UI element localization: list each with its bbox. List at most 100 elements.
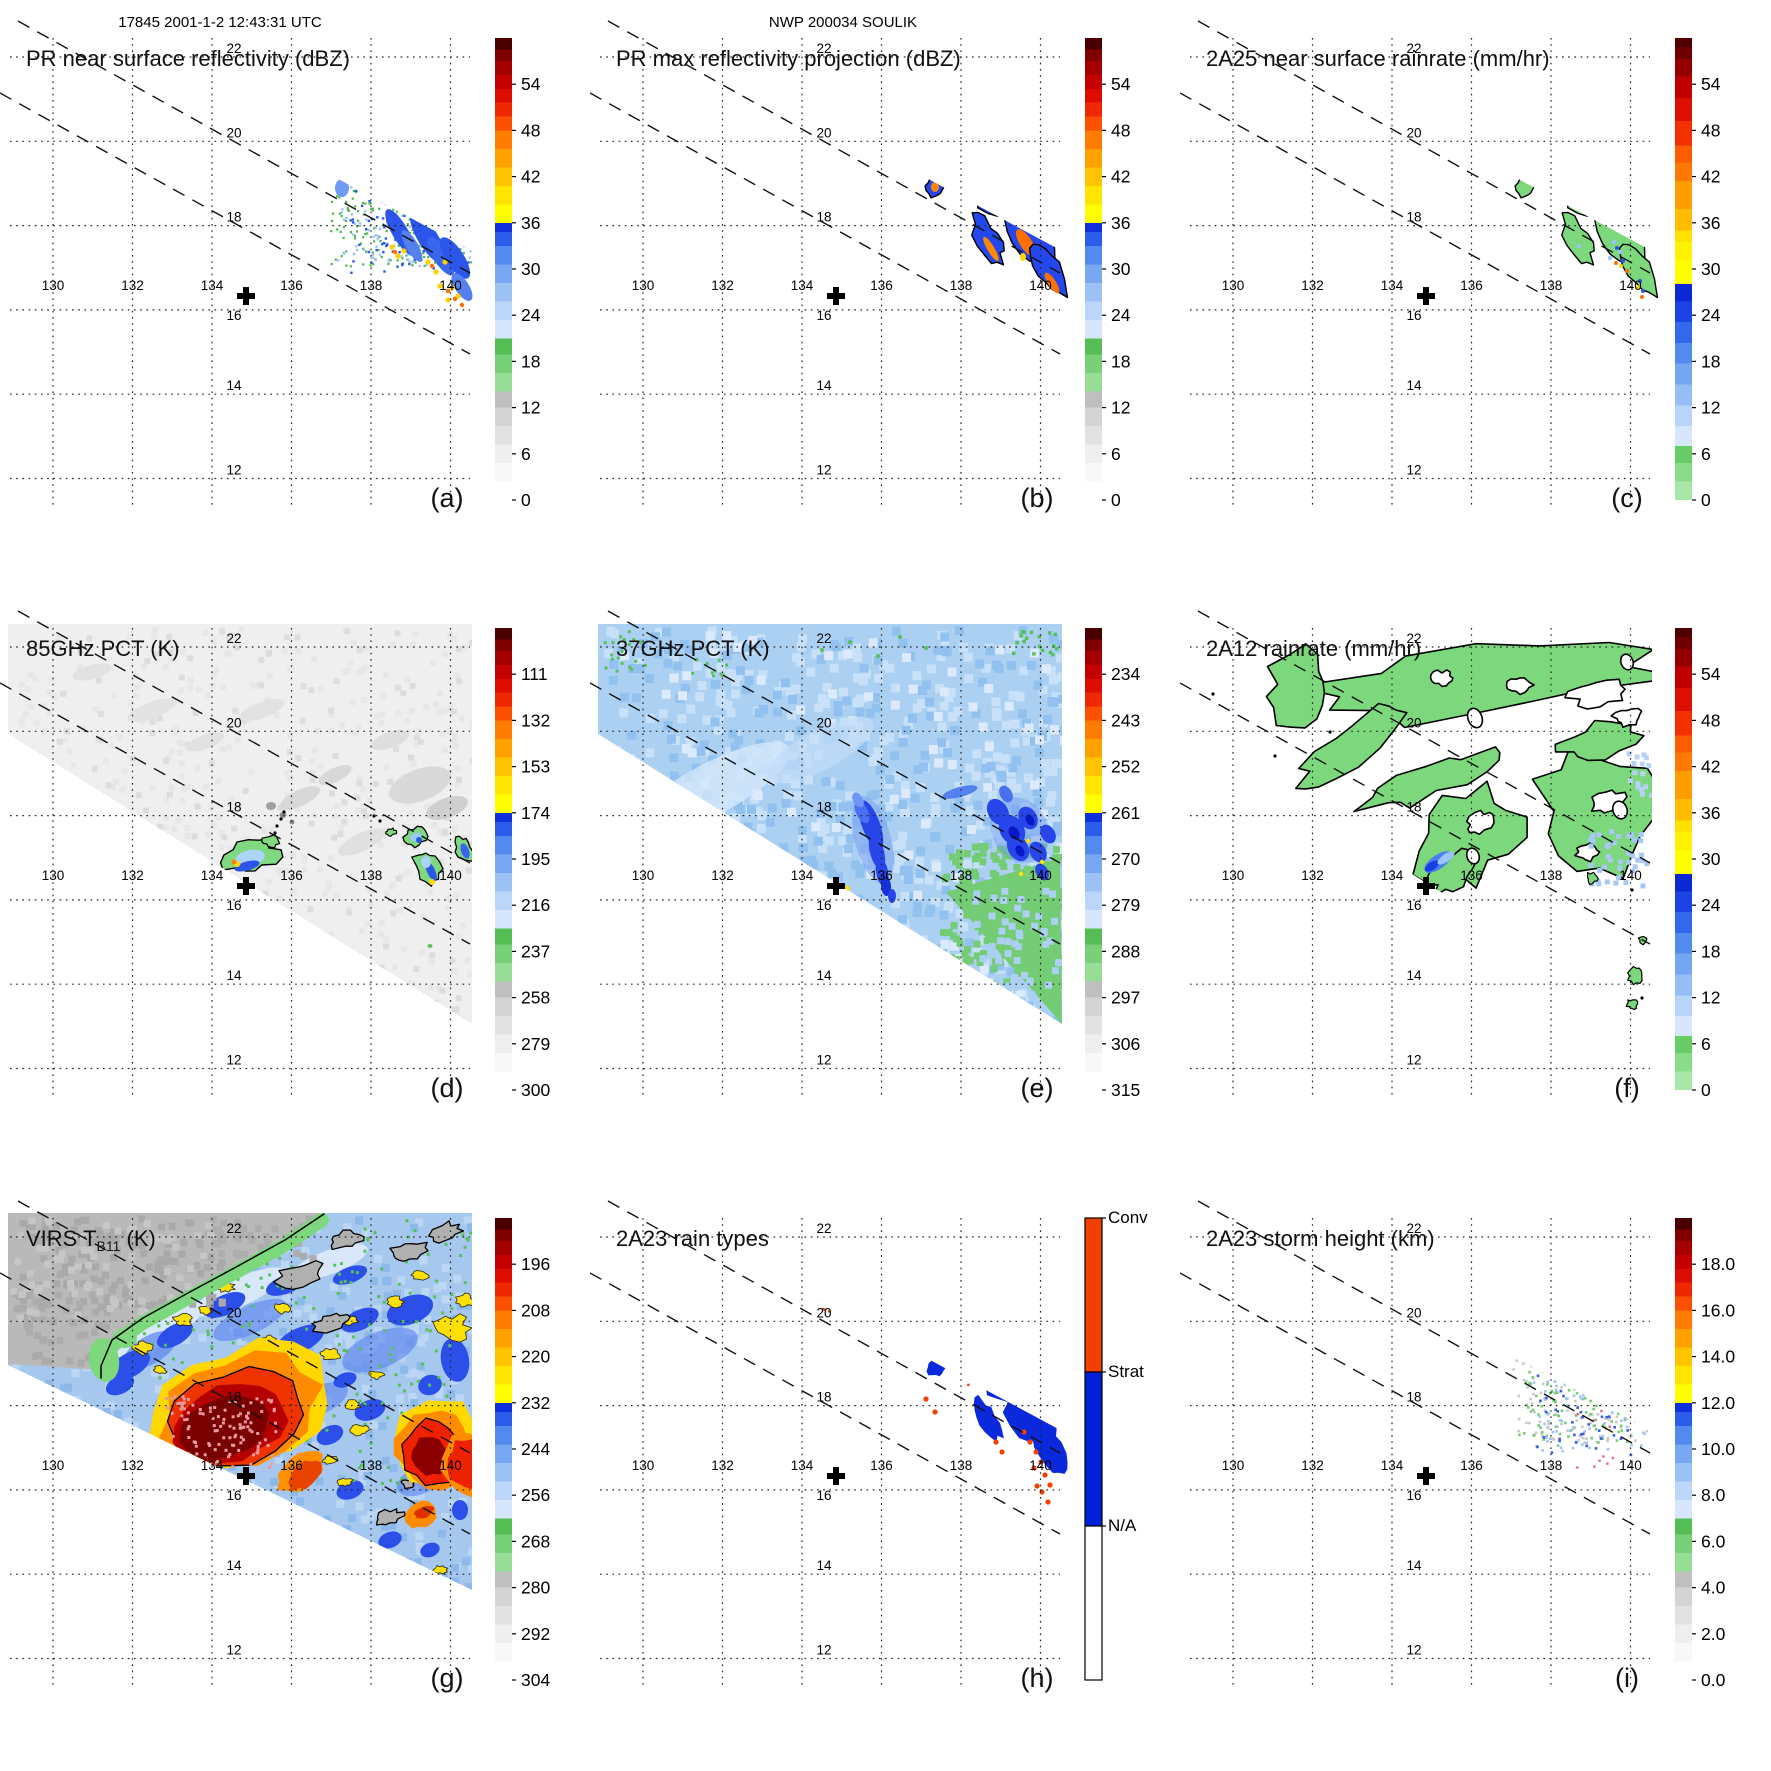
speckle <box>346 909 353 916</box>
speckle <box>351 639 358 646</box>
speckle <box>97 1277 105 1285</box>
speckle <box>669 816 679 826</box>
speckle <box>884 802 894 812</box>
speckle <box>709 648 719 658</box>
speckle <box>835 923 845 933</box>
map-feature <box>923 1396 929 1402</box>
speckle <box>841 960 851 970</box>
speckle <box>717 855 727 865</box>
speckle <box>410 1322 419 1331</box>
speckle <box>790 779 800 788</box>
speckle <box>256 1432 260 1435</box>
speckle <box>632 857 641 866</box>
speckle <box>33 803 40 810</box>
speckle <box>386 243 389 246</box>
speckle <box>309 769 316 776</box>
speckle <box>358 1399 362 1403</box>
speckle <box>82 1217 90 1224</box>
speckle <box>1588 843 1594 849</box>
speckle <box>448 200 451 203</box>
speckle <box>389 1464 398 1473</box>
speckle <box>1584 1337 1587 1341</box>
speckle <box>423 148 426 151</box>
colorbar-tick-label: Conv <box>1108 1208 1148 1227</box>
speckle <box>330 230 333 233</box>
lat-label: 20 <box>816 1305 831 1320</box>
speckle <box>240 718 247 725</box>
map-feature <box>880 876 892 896</box>
speckle <box>184 1282 192 1290</box>
speckle <box>470 152 474 156</box>
speckle <box>194 1522 203 1531</box>
speckle <box>615 1010 625 1020</box>
speckle <box>138 1297 146 1305</box>
speckle <box>417 217 420 220</box>
speckle <box>340 255 343 258</box>
speckle <box>995 961 1005 971</box>
speckle <box>41 1244 49 1252</box>
speckle <box>164 1268 172 1276</box>
speckle <box>814 1017 824 1024</box>
speckle <box>990 852 998 860</box>
speckle <box>61 737 68 744</box>
speckle <box>81 1454 90 1463</box>
speckle <box>381 1401 385 1405</box>
speckle <box>97 1303 105 1311</box>
speckle <box>349 265 352 268</box>
speckle <box>192 709 199 716</box>
speckle <box>24 996 31 1003</box>
speckle <box>256 1451 260 1455</box>
speckle <box>311 127 314 130</box>
speckle <box>798 843 808 852</box>
speckle <box>169 1451 173 1455</box>
speckle <box>207 1253 215 1261</box>
speckle <box>316 128 319 131</box>
speckle <box>80 1232 87 1240</box>
speckle <box>955 909 965 918</box>
speckle <box>694 1001 704 1011</box>
speckle <box>901 1304 904 1308</box>
map-feature <box>298 84 302 88</box>
speckle <box>417 739 424 746</box>
speckle <box>187 1425 191 1428</box>
speckle <box>948 110 951 112</box>
speckle <box>1640 791 1646 797</box>
swath-edge-line <box>0 1272 471 1535</box>
speckle <box>407 1235 411 1239</box>
speckle <box>186 1411 190 1415</box>
speckle <box>1017 896 1025 903</box>
speckle <box>413 1229 417 1233</box>
speckle <box>347 171 350 175</box>
speckle <box>656 926 666 936</box>
speckle <box>1001 918 1009 926</box>
lon-label: 134 <box>791 1458 814 1473</box>
speckle <box>271 1225 279 1233</box>
speckle <box>389 1358 393 1362</box>
speckle <box>270 975 277 982</box>
speckle <box>91 1501 100 1510</box>
speckle <box>453 201 457 205</box>
speckle <box>160 1540 169 1549</box>
speckle <box>30 1233 38 1241</box>
colorbar-tick-label: 258 <box>521 988 550 1008</box>
speckle <box>625 1011 635 1021</box>
speckle <box>59 861 66 868</box>
speckle <box>338 1331 347 1340</box>
speckle <box>300 99 303 102</box>
speckle <box>367 1511 376 1520</box>
speckle <box>1643 1321 1646 1325</box>
speckle <box>116 734 123 741</box>
speckle <box>680 835 690 845</box>
speckle <box>1459 92 1462 95</box>
speckle <box>41 728 48 735</box>
speckle <box>446 728 453 735</box>
speckle <box>452 825 458 832</box>
speckle <box>388 198 391 201</box>
speckle <box>716 663 726 672</box>
speckle <box>34 1239 42 1247</box>
speckle <box>13 1490 22 1498</box>
speckle <box>209 1293 217 1301</box>
speckle <box>1034 797 1044 807</box>
speckle <box>930 808 940 818</box>
lon-label: 134 <box>201 1458 224 1473</box>
